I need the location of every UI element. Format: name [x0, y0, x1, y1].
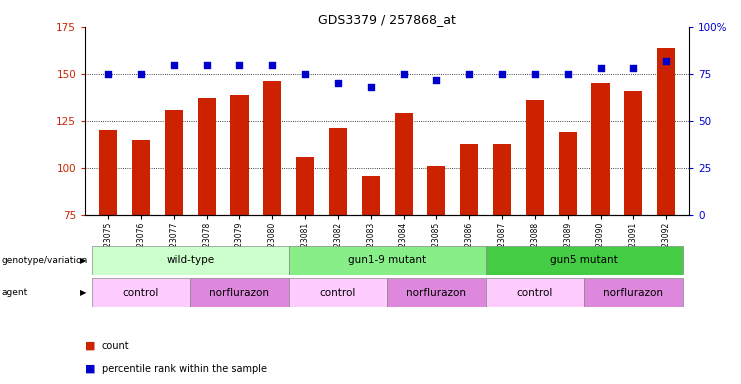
Bar — [263, 81, 282, 215]
Point — [594, 65, 606, 71]
Text: gun5 mutant: gun5 mutant — [551, 255, 618, 265]
Bar — [460, 144, 478, 215]
Text: gun1-9 mutant: gun1-9 mutant — [348, 255, 426, 265]
Bar — [388, 278, 485, 307]
Bar — [329, 129, 347, 215]
Bar — [165, 110, 183, 215]
Bar — [584, 278, 682, 307]
Point — [431, 76, 442, 83]
Text: wild-type: wild-type — [166, 255, 214, 265]
Bar — [198, 98, 216, 215]
Bar — [559, 132, 576, 215]
Text: genotype/variation: genotype/variation — [1, 256, 87, 265]
Text: agent: agent — [1, 288, 27, 297]
Bar — [132, 140, 150, 215]
Bar — [230, 94, 248, 215]
Bar — [485, 246, 682, 275]
Bar — [296, 157, 314, 215]
Bar — [428, 166, 445, 215]
Bar — [625, 91, 642, 215]
Text: norflurazon: norflurazon — [406, 288, 466, 298]
Bar — [362, 175, 380, 215]
Point — [463, 71, 475, 77]
Text: ■: ■ — [85, 364, 96, 374]
Bar — [493, 144, 511, 215]
Point — [628, 65, 639, 71]
Text: ■: ■ — [85, 341, 96, 351]
Point — [332, 80, 344, 86]
Text: count: count — [102, 341, 129, 351]
Bar — [485, 278, 584, 307]
Point — [233, 61, 245, 68]
Bar — [92, 278, 190, 307]
Text: control: control — [516, 288, 553, 298]
Bar — [190, 278, 289, 307]
Bar — [289, 278, 388, 307]
Bar — [591, 83, 610, 215]
Point — [266, 61, 278, 68]
Bar — [92, 246, 289, 275]
Point — [201, 61, 213, 68]
Text: norflurazon: norflurazon — [603, 288, 663, 298]
Point — [496, 71, 508, 77]
Point — [660, 58, 672, 64]
Bar — [394, 113, 413, 215]
Point — [529, 71, 541, 77]
Point — [299, 71, 311, 77]
Point — [365, 84, 376, 90]
Text: control: control — [320, 288, 356, 298]
Text: percentile rank within the sample: percentile rank within the sample — [102, 364, 267, 374]
Text: ▶: ▶ — [80, 256, 87, 265]
Title: GDS3379 / 257868_at: GDS3379 / 257868_at — [318, 13, 456, 26]
Text: norflurazon: norflurazon — [210, 288, 270, 298]
Point — [135, 71, 147, 77]
Bar — [657, 48, 675, 215]
Point — [562, 71, 574, 77]
Bar — [289, 246, 485, 275]
Point — [168, 61, 180, 68]
Point — [102, 71, 114, 77]
Text: ▶: ▶ — [80, 288, 87, 297]
Bar — [99, 131, 117, 215]
Point — [398, 71, 410, 77]
Bar — [526, 100, 544, 215]
Text: control: control — [123, 288, 159, 298]
